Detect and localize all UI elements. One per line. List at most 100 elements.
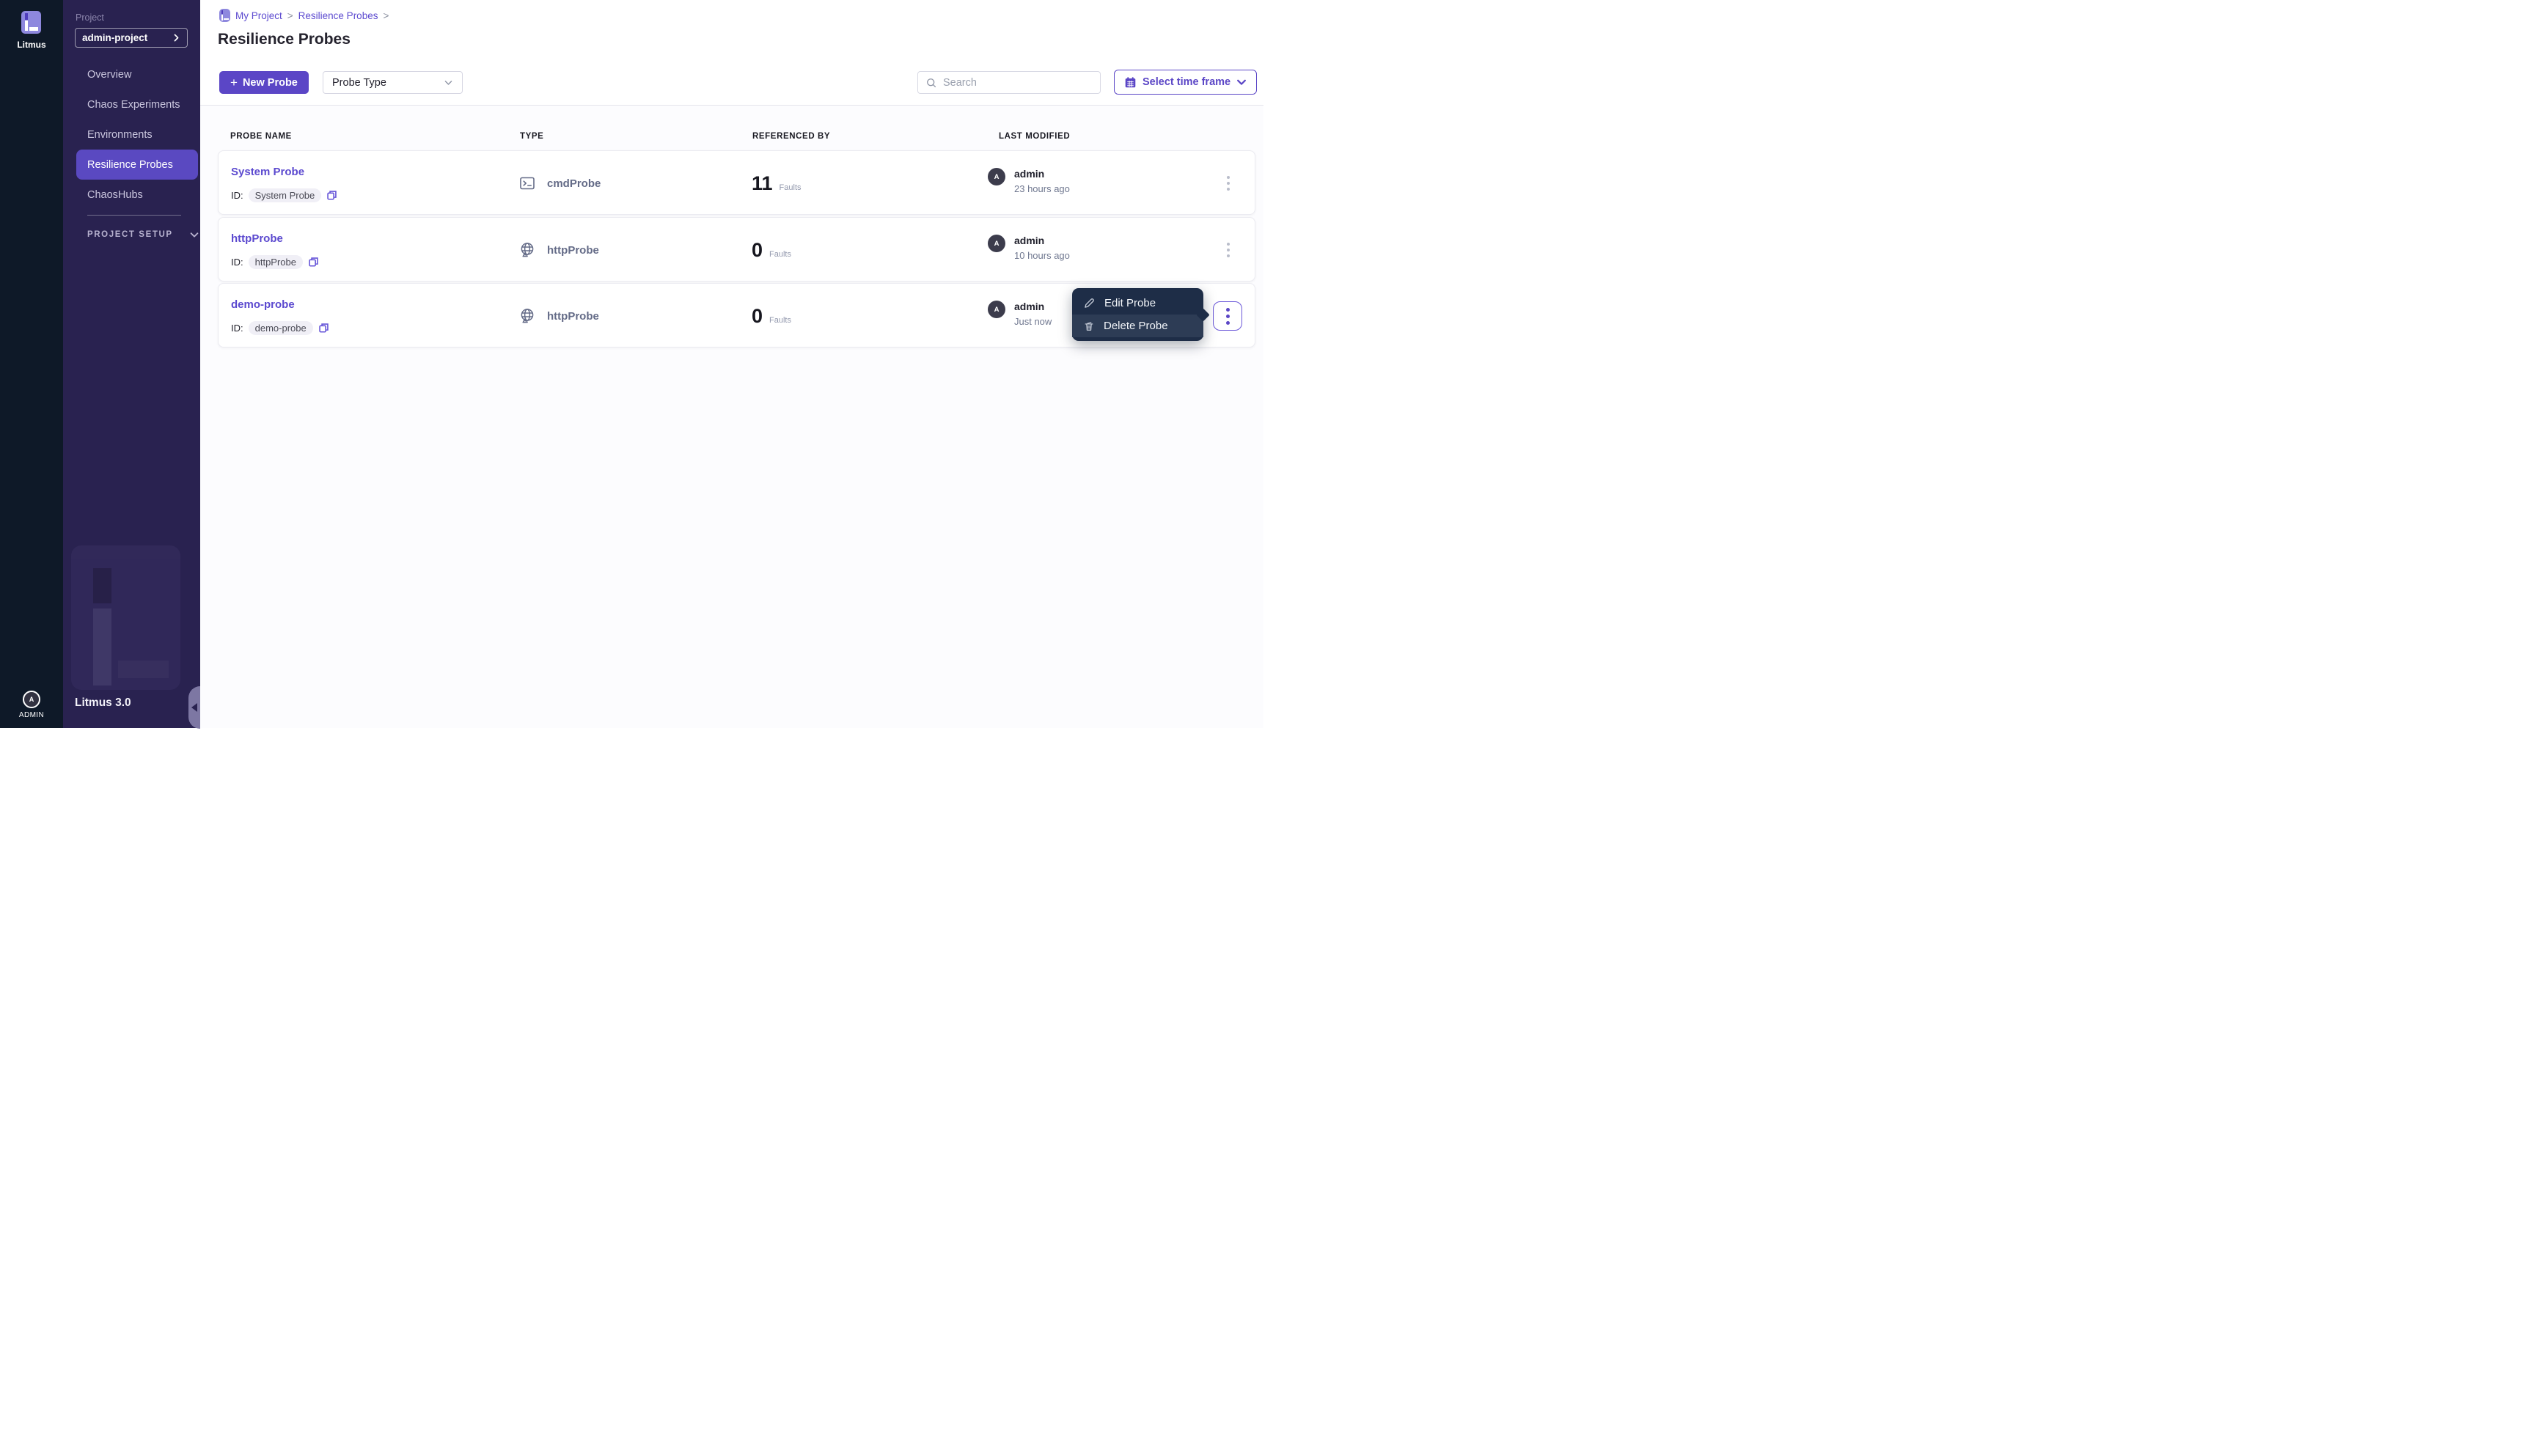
row-menu-button[interactable] — [1222, 240, 1235, 260]
breadcrumb-resilience-probes[interactable]: Resilience Probes — [298, 10, 378, 21]
sidebar-item-resilience-probes[interactable]: Resilience Probes — [76, 150, 198, 180]
referenced-by-cell: 11 Faults — [752, 151, 802, 216]
menu-item-delete-probe[interactable]: Delete Probe — [1072, 315, 1203, 337]
modified-author: admin — [1014, 168, 1045, 180]
copy-icon[interactable] — [318, 323, 329, 334]
id-prefix: ID: — [231, 257, 243, 268]
search-input[interactable] — [943, 76, 1093, 89]
sidebar-divider — [87, 215, 181, 216]
probe-type-cell: cmdProbe — [518, 151, 601, 216]
project-setup-label: PROJECT SETUP — [87, 230, 173, 239]
sidebar-nav: Overview Chaos Experiments Environments … — [63, 59, 200, 210]
probe-name-link[interactable]: System Probe — [231, 166, 305, 178]
admin-label: ADMIN — [18, 711, 45, 719]
probe-name-cell: demo-probe ID: demo-probe — [231, 298, 329, 335]
main-content: My Project > Resilience Probes > Resilie… — [200, 0, 1264, 728]
probe-name-link[interactable]: httpProbe — [231, 232, 283, 245]
probe-type-text: cmdProbe — [547, 177, 601, 190]
plus-icon: + — [230, 76, 238, 89]
version-label: Litmus 3.0 — [75, 696, 131, 709]
table-row-httpprobe: httpProbe ID: httpProbe httpProbe 0 Faul… — [218, 217, 1255, 282]
select-time-frame-button[interactable]: Select time frame — [1114, 70, 1258, 95]
row-menu-button[interactable] — [1222, 174, 1235, 193]
menu-item-label: Delete Probe — [1104, 320, 1168, 332]
probe-name-cell: httpProbe ID: httpProbe — [231, 232, 319, 269]
breadcrumb: My Project > Resilience Probes > — [219, 9, 389, 22]
probe-type-text: httpProbe — [547, 309, 599, 323]
menu-item-label: Edit Probe — [1104, 297, 1156, 309]
probe-id-chip: System Probe — [248, 188, 322, 202]
breadcrumb-logo-icon — [219, 9, 230, 22]
modified-author: admin — [1014, 301, 1045, 312]
sidebar-collapse-handle[interactable] — [188, 686, 200, 729]
probes-table: PROBE NAME TYPE REFERENCED BY LAST MODIF… — [200, 106, 1264, 728]
probe-type-dropdown[interactable]: Probe Type — [323, 71, 463, 94]
litmus-logo-icon — [21, 11, 41, 34]
collapse-arrow-icon — [191, 703, 197, 712]
chevron-down-icon — [444, 81, 452, 85]
probe-name-link[interactable]: demo-probe — [231, 298, 295, 311]
last-modified-cell: A admin 23 hours ago — [988, 168, 1070, 194]
sidebar: Project admin-project Overview Chaos Exp… — [63, 0, 200, 729]
project-selector[interactable]: admin-project — [75, 28, 188, 48]
menu-item-edit-probe[interactable]: Edit Probe — [1072, 292, 1203, 315]
terminal-icon — [520, 177, 535, 190]
toolbar-divider — [200, 105, 1264, 106]
row-menu-button-active[interactable] — [1213, 301, 1242, 331]
column-header-probe-name: PROBE NAME — [230, 132, 292, 141]
search-icon — [927, 78, 936, 87]
probe-type-cell: httpProbe — [518, 284, 599, 348]
sidebar-item-environments[interactable]: Environments — [87, 128, 153, 141]
copy-icon[interactable] — [326, 190, 337, 201]
referenced-by-cell: 0 Faults — [752, 218, 791, 282]
copy-icon[interactable] — [308, 257, 319, 268]
new-probe-label: New Probe — [242, 76, 298, 89]
modified-time: 23 hours ago — [1014, 183, 1070, 194]
probe-id-chip: httpProbe — [248, 255, 303, 269]
sidebar-item-overview[interactable]: Overview — [87, 68, 132, 81]
probe-name-cell: System Probe ID: System Probe — [231, 166, 337, 202]
chevron-down-icon — [190, 232, 198, 238]
faults-label: Faults — [769, 316, 791, 325]
probe-type-text: httpProbe — [547, 243, 599, 257]
id-prefix: ID: — [231, 323, 243, 334]
page-title: Resilience Probes — [218, 31, 351, 48]
row-context-menu: Edit Probe Delete Probe — [1072, 288, 1210, 341]
sidebar-item-chaos-experiments[interactable]: Chaos Experiments — [87, 98, 180, 111]
trash-icon — [1085, 321, 1093, 331]
search-container — [917, 71, 1101, 94]
admin-profile[interactable]: A ADMIN — [0, 691, 63, 719]
litmus-watermark — [71, 545, 180, 690]
breadcrumb-my-project[interactable]: My Project — [235, 10, 282, 21]
faults-count: 0 — [752, 238, 763, 261]
referenced-by-cell: 0 Faults — [752, 284, 791, 348]
probe-type-cell: httpProbe — [518, 218, 599, 282]
avatar: A — [988, 235, 1005, 252]
admin-avatar: A — [23, 691, 40, 708]
brand-name: Litmus — [17, 40, 46, 50]
new-probe-button[interactable]: + New Probe — [219, 71, 309, 94]
modified-author: admin — [1014, 235, 1045, 246]
last-modified-cell: A admin 10 hours ago — [988, 235, 1070, 261]
breadcrumb-separator: > — [383, 10, 389, 21]
last-modified-cell: A admin Just now — [988, 301, 1052, 327]
litmus-logo[interactable] — [21, 11, 41, 34]
modified-time: Just now — [1014, 316, 1052, 327]
chevron-down-icon — [1237, 79, 1247, 85]
faults-label: Faults — [769, 250, 791, 259]
column-header-referenced-by: REFERENCED BY — [752, 132, 831, 141]
faults-count: 11 — [752, 172, 773, 194]
project-setup-toggle[interactable]: PROJECT SETUP — [87, 229, 199, 240]
faults-label: Faults — [779, 183, 802, 192]
breadcrumb-separator: > — [287, 10, 293, 21]
avatar: A — [988, 168, 1005, 185]
project-label: Project — [76, 12, 104, 23]
calendar-icon — [1125, 76, 1136, 87]
avatar: A — [988, 301, 1005, 318]
sidebar-item-chaoshubs[interactable]: ChaosHubs — [87, 188, 143, 201]
column-header-last-modified: LAST MODIFIED — [999, 132, 1071, 141]
column-header-type: TYPE — [520, 132, 544, 141]
table-row-system-probe: System Probe ID: System Probe cmdProbe 1… — [218, 150, 1255, 215]
probe-type-label: Probe Type — [332, 76, 386, 89]
chevron-right-icon — [174, 34, 179, 42]
